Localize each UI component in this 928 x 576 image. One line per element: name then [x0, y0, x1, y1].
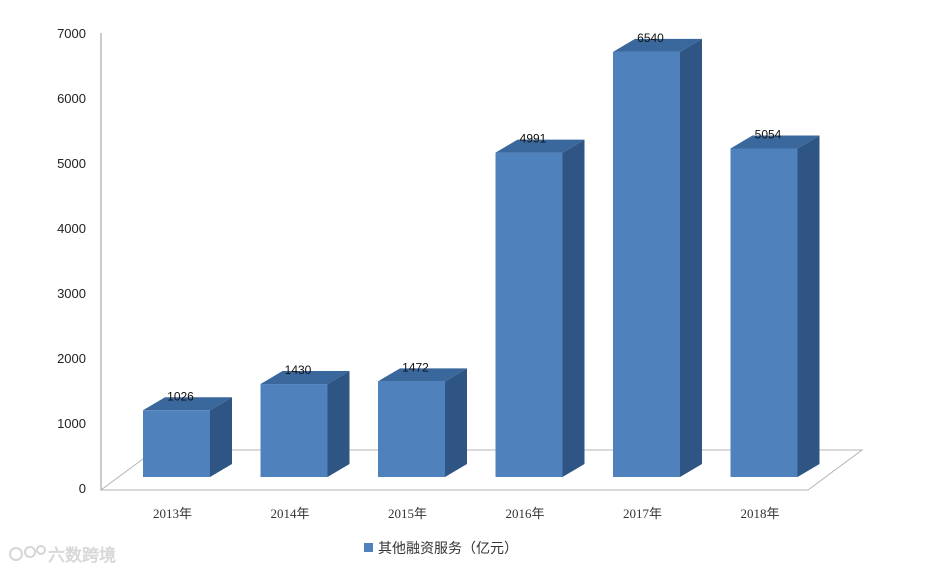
x-tick-label: 2016年 [505, 506, 544, 521]
bar [378, 368, 467, 477]
y-tick-label: 3000 [57, 286, 86, 301]
x-tick-label: 2015年 [388, 506, 427, 521]
watermark-logo-icon [9, 545, 46, 561]
bar-value-label: 1472 [402, 360, 429, 374]
bar-top-face [260, 371, 350, 385]
bar-series [143, 38, 820, 478]
legend-label: 其他融资服务（亿元） [378, 540, 518, 556]
bar-side-face [680, 38, 702, 478]
bar [730, 135, 820, 478]
bar-front-face [613, 51, 680, 478]
bar [613, 38, 702, 478]
bar-value-label: 1026 [167, 389, 194, 403]
watermark: 六数跨境 [9, 545, 116, 565]
bar [495, 139, 585, 477]
x-axis-ticks: 2013年 2014年 2015年 2016年 2017年 2018年 [153, 506, 780, 521]
bar-side-face [445, 368, 467, 477]
bar-front-face [730, 148, 798, 478]
bar-top-face [730, 135, 820, 149]
bar-top-face [378, 368, 467, 382]
bar-side-face [210, 397, 232, 477]
bar-front-face [378, 381, 445, 477]
y-tick-label: 2000 [57, 351, 86, 366]
data-labels: 1026 1430 1472 4991 6540 5054 [167, 31, 782, 403]
bar-front-face [143, 410, 210, 477]
bar-value-label: 6540 [637, 31, 664, 45]
bar-side-face [327, 371, 350, 477]
x-tick-label: 2014年 [270, 506, 309, 521]
bar [260, 371, 350, 477]
bar-front-face [495, 152, 563, 477]
bar-front-face [260, 384, 328, 477]
y-tick-label: 1000 [57, 416, 86, 431]
y-tick-label: 6000 [57, 91, 86, 106]
bar-value-label: 5054 [755, 127, 782, 141]
bar [143, 397, 232, 477]
x-tick-label: 2018年 [740, 506, 779, 521]
y-tick-label: 7000 [57, 26, 86, 41]
x-tick-label: 2017年 [623, 506, 662, 521]
y-tick-label: 4000 [57, 221, 86, 236]
watermark-text: 六数跨境 [48, 545, 116, 565]
legend-swatch [364, 543, 373, 552]
bar-side-face [797, 135, 820, 478]
bar-side-face [562, 139, 585, 477]
y-tick-label: 0 [79, 481, 86, 496]
legend: 其他融资服务（亿元） [364, 540, 518, 556]
y-axis-ticks: 0 1000 2000 3000 4000 5000 6000 7000 [57, 26, 86, 496]
x-tick-label: 2013年 [153, 506, 192, 521]
bar-value-label: 4991 [520, 132, 547, 146]
bar-top-face [495, 139, 585, 153]
y-tick-label: 5000 [57, 156, 86, 171]
bar-top-face [143, 397, 232, 411]
bar-value-label: 1430 [285, 363, 312, 377]
bar-top-face [613, 38, 702, 52]
